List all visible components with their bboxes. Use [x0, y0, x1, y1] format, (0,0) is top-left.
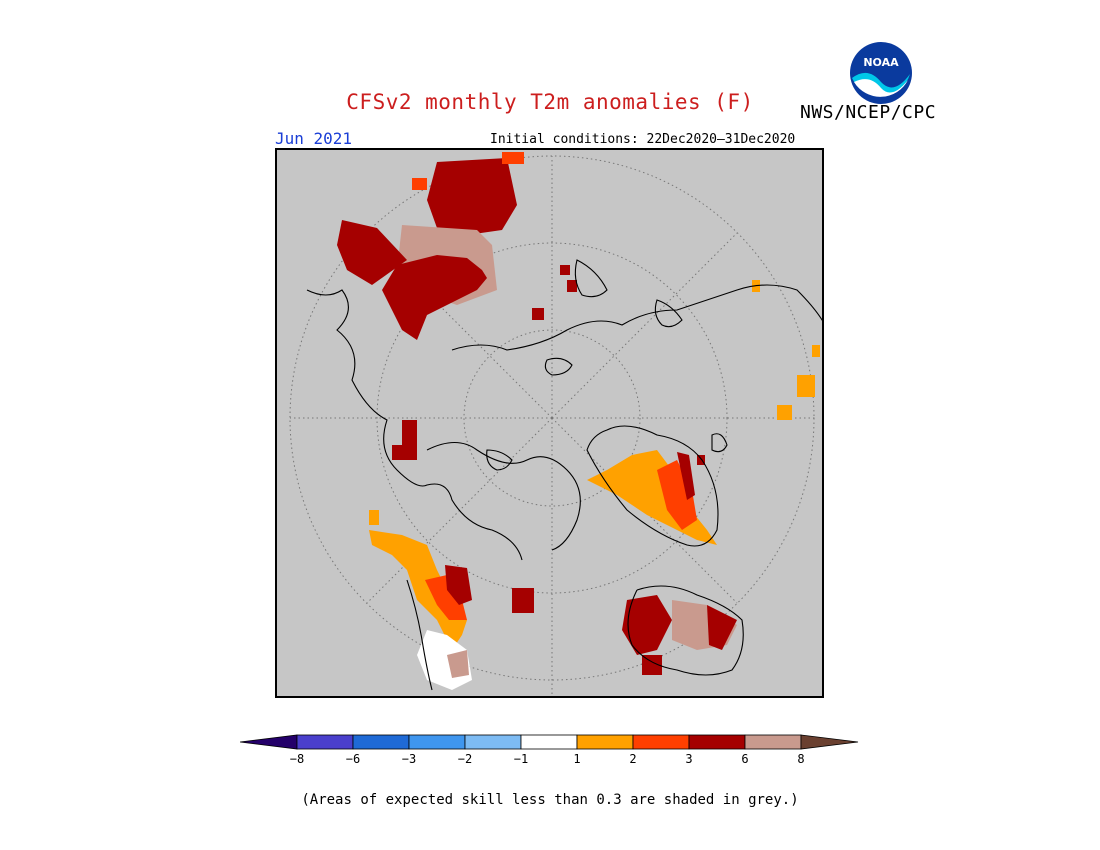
colorbar-swatch	[688, 734, 746, 750]
greenland-anomaly-region	[587, 450, 717, 545]
polar-map	[275, 148, 824, 698]
north-america-anomaly-region	[369, 510, 534, 690]
colorbar-swatch	[576, 734, 634, 750]
latitude-circle-inner	[463, 329, 641, 507]
colorbar-swatch	[408, 734, 466, 750]
europe-anomaly-region	[622, 595, 737, 675]
noaa-logo: NOAA	[848, 40, 914, 106]
colorbar-tick-label: −6	[345, 752, 361, 766]
colorbar-swatch	[520, 734, 578, 750]
colorbar-swatch	[744, 734, 802, 750]
pacific-anomaly-region	[697, 280, 820, 465]
colorbar-arrow-right	[800, 734, 859, 750]
colorbar-tick-label: 3	[685, 752, 693, 766]
colorbar-tick-label: −2	[457, 752, 473, 766]
colorbar-tick-label: −3	[401, 752, 417, 766]
colorbar-tick-label: 8	[797, 752, 805, 766]
colorbar-swatch	[352, 734, 410, 750]
organization-label: NWS/NCEP/CPC	[800, 102, 937, 123]
latitude-circle-mid	[376, 242, 728, 594]
colorbar-tick-label: 1	[573, 752, 581, 766]
colorbar-tick-label: −1	[513, 752, 529, 766]
colorbar-swatch	[464, 734, 522, 750]
colorbar-arrow-left	[239, 734, 298, 750]
colorbar-swatch	[632, 734, 690, 750]
chart-title: CFSv2 monthly T2m anomalies (F)	[346, 90, 754, 114]
colorbar-tick-label: 2	[629, 752, 637, 766]
color-scale-bar	[239, 733, 860, 753]
coastlines	[306, 259, 822, 691]
colorbar-tick-label: 6	[741, 752, 749, 766]
asia-anomaly-region	[337, 152, 577, 460]
logo-text: NOAA	[863, 56, 899, 69]
initial-conditions-label: Initial conditions: 22Dec2020–31Dec2020	[490, 132, 796, 147]
month-label: Jun 2021	[275, 129, 353, 148]
colorbar-swatch	[296, 734, 354, 750]
colorbar-tick-label: −8	[289, 752, 305, 766]
skill-footnote: (Areas of expected skill less than 0.3 a…	[301, 792, 799, 808]
